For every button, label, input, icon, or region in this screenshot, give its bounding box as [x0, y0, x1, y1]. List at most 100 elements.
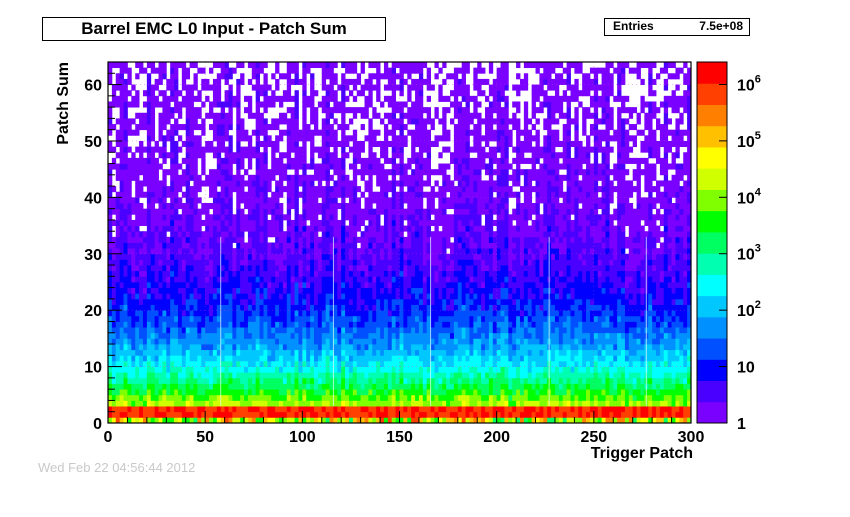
heatmap-cell	[403, 338, 408, 345]
heatmap-cell	[224, 146, 229, 153]
heatmap-cell	[224, 389, 229, 396]
heatmap-cell	[399, 349, 404, 356]
heatmap-cell	[313, 107, 319, 114]
heatmap-cell	[302, 321, 307, 328]
heatmap-cell	[271, 287, 276, 294]
heatmap-cell	[290, 67, 295, 74]
heatmap-cell	[209, 344, 214, 351]
heatmap-cell	[123, 135, 128, 142]
heatmap-cell	[131, 157, 136, 164]
heatmap-cell	[158, 281, 163, 289]
heatmap-cell	[387, 208, 393, 215]
heatmap-cell	[162, 219, 167, 226]
heatmap-cell	[426, 389, 431, 396]
heatmap-cell	[259, 411, 264, 418]
heatmap-cell	[220, 298, 225, 305]
heatmap-cell	[310, 129, 315, 136]
heatmap-cell	[325, 219, 330, 226]
heatmap-cell	[212, 214, 218, 221]
heatmap-cell	[193, 321, 198, 328]
heatmap-cell	[407, 360, 412, 367]
heatmap-cell	[209, 107, 214, 114]
heatmap-cell	[135, 242, 140, 249]
heatmap-cell	[131, 383, 136, 390]
heatmap-cell	[150, 62, 156, 69]
heatmap-cell	[263, 321, 268, 328]
heatmap-cell	[391, 90, 397, 97]
heatmap-cell	[380, 293, 385, 300]
heatmap-cell	[345, 259, 350, 266]
heatmap-cell	[185, 174, 191, 181]
heatmap-cell	[139, 377, 144, 384]
heatmap-cell	[162, 203, 167, 210]
heatmap-cell	[391, 236, 397, 243]
heatmap-cell	[108, 417, 113, 424]
heatmap-cell	[170, 203, 175, 210]
heatmap-cell	[209, 349, 214, 356]
heatmap-cell	[450, 186, 455, 193]
heatmap-cell	[294, 180, 299, 187]
heatmap-cell	[376, 270, 381, 277]
heatmap-cell	[154, 366, 159, 373]
heatmap-cell	[154, 332, 159, 339]
heatmap-cell	[282, 259, 288, 266]
heatmap-cell	[352, 383, 358, 390]
heatmap-cell	[360, 163, 365, 170]
heatmap-cell	[119, 315, 124, 322]
heatmap-cell	[158, 287, 163, 294]
heatmap-cell	[434, 389, 439, 396]
heatmap-cell	[236, 355, 241, 362]
heatmap-cell	[212, 248, 218, 255]
heatmap-cell	[232, 236, 237, 243]
heatmap-cell	[290, 140, 295, 148]
heatmap-cell	[209, 174, 214, 181]
heatmap-cell	[356, 377, 362, 384]
heatmap-cell	[228, 140, 233, 148]
heatmap-cell	[220, 169, 225, 176]
heatmap-cell	[185, 298, 191, 305]
heatmap-cell	[294, 338, 299, 345]
heatmap-cell	[325, 259, 330, 266]
heatmap-cell	[333, 214, 338, 221]
heatmap-cell	[345, 327, 350, 334]
heatmap-cell	[131, 169, 136, 176]
heatmap-cell	[345, 349, 350, 356]
heatmap-cell	[271, 253, 276, 260]
heatmap-cell	[450, 276, 455, 283]
heatmap-cell	[177, 242, 183, 249]
heatmap-cell	[142, 214, 148, 221]
heatmap-cell	[146, 276, 152, 283]
heatmap-cell	[364, 186, 369, 193]
heatmap-cell	[356, 338, 362, 345]
heatmap-cell	[415, 107, 420, 114]
heatmap-cell	[111, 417, 117, 424]
heatmap-cell	[352, 236, 358, 243]
heatmap-cell	[158, 377, 163, 384]
heatmap-cell	[154, 225, 159, 232]
heatmap-cell	[310, 406, 315, 413]
heatmap-cell	[345, 293, 350, 300]
heatmap-cell	[166, 276, 171, 283]
heatmap-cell	[119, 157, 124, 164]
heatmap-cell	[244, 298, 249, 305]
heatmap-cell	[185, 191, 191, 198]
heatmap-cell	[294, 332, 299, 339]
heatmap-cell	[201, 248, 206, 255]
heatmap-cell	[325, 169, 330, 176]
heatmap-cell	[185, 236, 191, 243]
heatmap-cell	[364, 298, 369, 305]
heatmap-cell	[282, 355, 288, 362]
heatmap-cell	[135, 253, 140, 260]
heatmap-cell	[294, 203, 299, 210]
heatmap-cell	[146, 78, 152, 85]
heatmap-cell	[189, 310, 194, 317]
heatmap-cell	[310, 208, 315, 215]
heatmap-cell	[259, 315, 264, 322]
heatmap-cell	[368, 366, 373, 373]
heatmap-cell	[356, 219, 362, 226]
heatmap-cell	[313, 389, 319, 396]
heatmap-cell	[216, 293, 222, 300]
heatmap-cell	[212, 377, 218, 384]
heatmap-cell	[236, 180, 241, 187]
heatmap-cell	[422, 338, 428, 345]
